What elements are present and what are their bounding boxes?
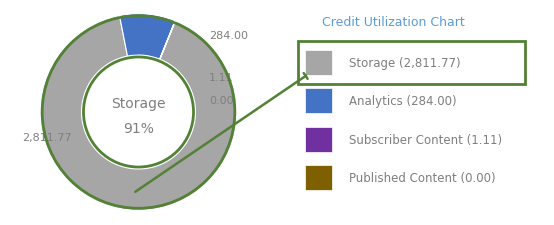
Text: 1.11: 1.11 (209, 72, 234, 82)
Text: Storage (2,811.77): Storage (2,811.77) (349, 56, 460, 70)
Bar (305, 127, 332, 152)
Text: Credit Utilization Chart: Credit Utilization Chart (322, 16, 465, 29)
Wedge shape (160, 22, 175, 60)
Text: 2,811.77: 2,811.77 (23, 132, 72, 142)
Bar (305, 51, 332, 75)
Text: 284.00: 284.00 (209, 31, 248, 41)
Text: 91%: 91% (123, 121, 154, 135)
Bar (305, 165, 332, 190)
Text: Analytics (284.00): Analytics (284.00) (349, 95, 456, 108)
Wedge shape (160, 22, 175, 60)
Wedge shape (40, 16, 237, 210)
Text: Storage: Storage (111, 97, 166, 111)
Text: Subscriber Content (1.11): Subscriber Content (1.11) (349, 133, 502, 146)
Text: 0.00: 0.00 (209, 96, 234, 106)
Text: Published Content (0.00): Published Content (0.00) (349, 171, 496, 184)
Bar (305, 89, 332, 114)
Wedge shape (120, 15, 175, 60)
